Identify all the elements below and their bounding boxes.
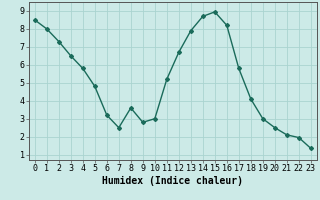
X-axis label: Humidex (Indice chaleur): Humidex (Indice chaleur) [102, 176, 243, 186]
